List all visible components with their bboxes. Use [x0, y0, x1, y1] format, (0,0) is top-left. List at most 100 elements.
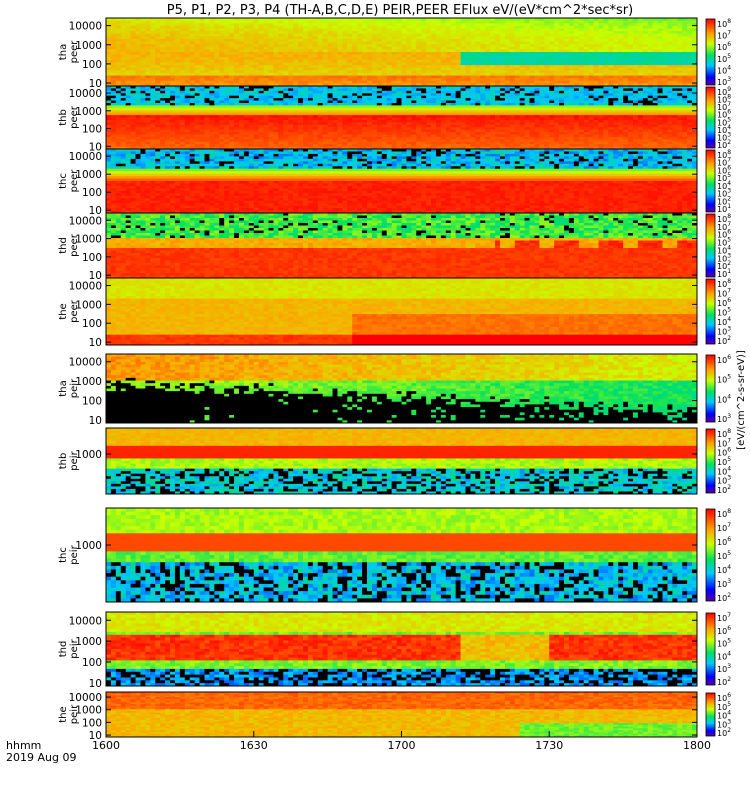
spectrogram-cell — [401, 136, 407, 140]
spectrogram-cell — [431, 49, 437, 53]
spectrogram-cell — [435, 28, 442, 32]
spectrogram-cell — [263, 44, 269, 48]
spectrogram-cell — [485, 31, 491, 35]
spectrogram-cell — [115, 36, 122, 40]
spectrogram-cell — [214, 80, 220, 84]
spectrogram-cell — [278, 28, 284, 32]
spectrogram-cell — [174, 129, 181, 133]
spectrogram-cell — [677, 49, 683, 53]
spectrogram-cell — [199, 78, 205, 82]
spectrogram-cell — [248, 18, 255, 22]
spectrogram-cell — [337, 102, 343, 106]
spectrogram-cell — [539, 20, 545, 24]
spectrogram-cell — [632, 75, 639, 79]
spectrogram-cell — [396, 115, 402, 118]
spectrogram-cell — [367, 31, 373, 35]
spectrogram-cell — [204, 65, 210, 69]
spectrogram-cell — [352, 144, 358, 147]
spectrogram-cell — [214, 110, 220, 114]
spectrogram-cell — [273, 115, 279, 118]
spectrogram-cell — [243, 46, 250, 50]
spectrogram-cell — [421, 139, 427, 143]
spectrogram-cell — [268, 129, 274, 133]
spectrogram-cell — [238, 88, 245, 92]
spectrogram-cell — [303, 62, 309, 66]
spectrogram-cell — [381, 41, 388, 45]
spectrogram-cell — [194, 100, 200, 104]
spectrogram-cell — [381, 122, 388, 126]
spectrogram-cell — [273, 112, 279, 116]
spectrogram-cell — [544, 52, 550, 56]
spectrogram-cell — [307, 44, 314, 48]
spectrogram-cell — [135, 75, 141, 79]
spectrogram-cell — [224, 115, 230, 118]
spectrogram-cell — [214, 105, 220, 109]
spectrogram-cell — [431, 31, 437, 35]
spectrogram-cell — [539, 36, 545, 40]
spectrogram-cell — [327, 132, 333, 135]
spectrogram-cell — [352, 23, 358, 27]
spectrogram-cell — [470, 23, 476, 27]
spectrogram-cell — [322, 31, 329, 35]
spectrogram-cell — [115, 129, 122, 133]
spectrogram-cell — [386, 134, 393, 138]
spectrogram-cell — [435, 25, 442, 29]
spectrogram-cell — [278, 112, 284, 116]
spectrogram-cell — [559, 41, 565, 45]
spectrogram-cell — [554, 59, 560, 63]
spectrogram-cell — [396, 23, 402, 27]
spectrogram-cell — [268, 72, 274, 76]
spectrogram-cell — [288, 38, 294, 42]
spectrogram-cell — [514, 80, 521, 84]
spectrogram-cell — [327, 20, 333, 24]
spectrogram-cell — [258, 117, 264, 121]
spectrogram-cell — [421, 59, 427, 63]
spectrogram-cell — [263, 80, 269, 84]
spectrogram-cell — [243, 20, 250, 24]
spectrogram-cell — [125, 38, 132, 42]
spectrogram-cell — [568, 70, 575, 74]
spectrogram-cell — [234, 107, 240, 111]
spectrogram-cell — [347, 28, 353, 32]
spectrogram-cell — [160, 134, 166, 138]
spectrogram-cell — [440, 83, 447, 87]
spectrogram-cell — [367, 144, 373, 147]
spectrogram-cell — [288, 141, 294, 145]
spectrogram-cell — [524, 18, 530, 22]
spectrogram-cell — [603, 80, 609, 84]
spectrogram-cell — [406, 83, 412, 87]
spectrogram-cell — [317, 20, 324, 24]
spectrogram-cell — [150, 110, 156, 114]
spectrogram-cell — [618, 38, 624, 42]
spectrogram-cell — [426, 112, 432, 116]
spectrogram-cell — [322, 134, 329, 138]
spectrogram-cell — [145, 25, 151, 29]
spectrogram-cell — [352, 119, 358, 123]
spectrogram-cell — [391, 132, 397, 135]
spectrogram-cell — [224, 132, 230, 135]
spectrogram-cell — [657, 31, 663, 35]
spectrogram-cell — [460, 67, 466, 71]
spectrogram-cell — [559, 31, 565, 35]
spectrogram-cell — [672, 23, 678, 27]
spectrogram-cell — [628, 41, 634, 45]
spectrogram-cell — [480, 23, 486, 27]
spectrogram-cell — [268, 98, 274, 101]
spectrogram-cell — [120, 115, 127, 118]
spectrogram-cell — [307, 28, 314, 32]
spectrogram-cell — [367, 86, 373, 89]
spectrogram-cell — [253, 67, 260, 71]
spectrogram-cell — [687, 46, 693, 50]
spectrogram-cell — [406, 124, 412, 128]
spectrogram-cell — [174, 65, 181, 69]
spectrogram-cell — [115, 38, 122, 42]
spectrogram-cell — [307, 65, 314, 69]
spectrogram-cell — [416, 119, 422, 123]
spectrogram-cell — [431, 33, 437, 37]
spectrogram-cell — [184, 33, 191, 37]
spectrogram-cell — [155, 59, 161, 63]
spectrogram-cell — [578, 83, 585, 87]
spectrogram-cell — [416, 88, 422, 92]
spectrogram-cell — [214, 90, 220, 94]
spectrogram-cell — [431, 110, 437, 114]
